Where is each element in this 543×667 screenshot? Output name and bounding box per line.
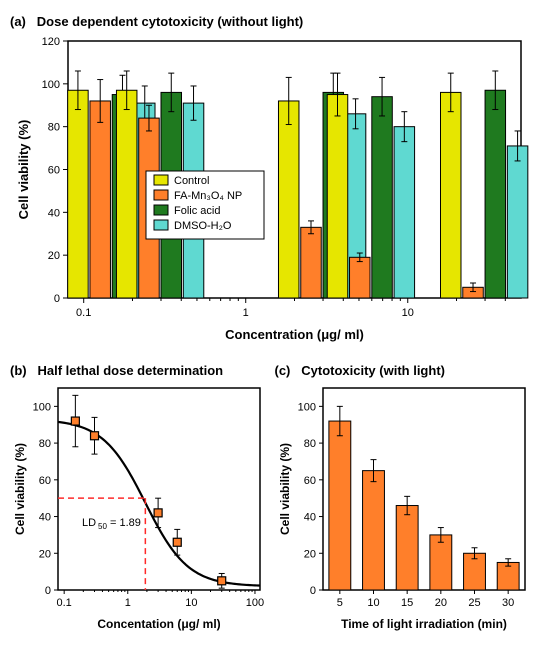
svg-text:80: 80	[39, 438, 51, 450]
svg-text:40: 40	[48, 207, 60, 219]
svg-text:40: 40	[303, 512, 315, 524]
svg-text:120: 120	[42, 36, 60, 48]
svg-text:Concentration (μg/ ml): Concentration (μg/ ml)	[225, 327, 364, 342]
panel-c-chart: 0 20 40 60 80 100 5 10 15 20 25 30 Time of light irr…	[275, 382, 534, 642]
svg-text:30: 30	[502, 597, 514, 609]
panel-b-title: (b) Half lethal dose determination	[10, 363, 269, 378]
svg-text:100: 100	[246, 597, 264, 609]
svg-text:Folic acid: Folic acid	[174, 205, 220, 217]
svg-text:15: 15	[401, 597, 413, 609]
svg-text:20: 20	[39, 548, 51, 560]
svg-text:0: 0	[54, 293, 60, 305]
svg-text:20: 20	[303, 548, 315, 560]
svg-text:= 1.89: = 1.89	[110, 517, 141, 529]
svg-text:LD: LD	[82, 517, 96, 529]
svg-text:60: 60	[303, 475, 315, 487]
svg-text:80: 80	[48, 122, 60, 134]
svg-text:20: 20	[48, 250, 60, 262]
svg-text:0.1: 0.1	[57, 597, 72, 609]
panel-c-title-text: Cytotoxicity (with light)	[301, 363, 445, 378]
svg-text:0: 0	[45, 585, 51, 597]
svg-text:Control: Control	[174, 175, 209, 187]
svg-text:Cell viability (%): Cell viability (%)	[16, 120, 31, 220]
svg-text:1: 1	[125, 597, 131, 609]
panel-c-prefix: (c)	[275, 363, 291, 378]
svg-text:100: 100	[42, 79, 60, 91]
svg-text:10: 10	[402, 307, 414, 319]
svg-text:DMSO-H₂O: DMSO-H₂O	[174, 220, 232, 232]
svg-text:0.1: 0.1	[76, 307, 91, 319]
svg-text:Cell viability (%): Cell viability (%)	[13, 443, 27, 535]
svg-text:5: 5	[336, 597, 342, 609]
panel-a-prefix: (a)	[10, 14, 26, 29]
svg-text:60: 60	[48, 165, 60, 177]
svg-text:FA-Mn₃O₄ NP: FA-Mn₃O₄ NP	[174, 190, 242, 202]
panel-a-chart: 0 20 40 60 80 100 120 0.1 1 10 Control FA-Mn₃O₄ NP F…	[10, 33, 533, 353]
panel-a-title: (a) Dose dependent cytotoxicity (without…	[10, 14, 533, 29]
svg-text:0: 0	[309, 585, 315, 597]
svg-text:1: 1	[243, 307, 249, 319]
svg-text:10: 10	[367, 597, 379, 609]
panel-b-prefix: (b)	[10, 363, 27, 378]
svg-text:100: 100	[33, 401, 51, 413]
svg-text:80: 80	[303, 438, 315, 450]
bottom-row: (b) Half lethal dose determination 0 20 40…	[10, 359, 533, 642]
panel-b: (b) Half lethal dose determination 0 20 40…	[10, 359, 269, 642]
panel-c-title: (c) Cytotoxicity (with light)	[275, 363, 534, 378]
svg-text:Concentation (μg/ ml): Concentation (μg/ ml)	[97, 617, 220, 631]
svg-text:100: 100	[297, 401, 315, 413]
panel-b-chart: 0 20 40 60 80 100 0.1 1 10 100 LD50 = 1.89 Concenta…	[10, 382, 269, 642]
svg-text:Cell viability (%): Cell viability (%)	[278, 443, 292, 535]
panel-b-title-text: Half lethal dose determination	[37, 363, 223, 378]
panel-a: (a) Dose dependent cytotoxicity (without…	[10, 14, 533, 353]
svg-text:20: 20	[434, 597, 446, 609]
panel-c: (c) Cytotoxicity (with light) 0 20 40 60 80 1…	[275, 359, 534, 642]
panel-a-title-text: Dose dependent cytotoxicity (without lig…	[37, 14, 304, 29]
svg-text:50: 50	[98, 522, 107, 531]
svg-text:10: 10	[185, 597, 197, 609]
svg-text:60: 60	[39, 475, 51, 487]
svg-text:25: 25	[468, 597, 480, 609]
svg-text:40: 40	[39, 512, 51, 524]
svg-text:Time of light irradiation (min: Time of light irradiation (min)	[341, 617, 507, 631]
